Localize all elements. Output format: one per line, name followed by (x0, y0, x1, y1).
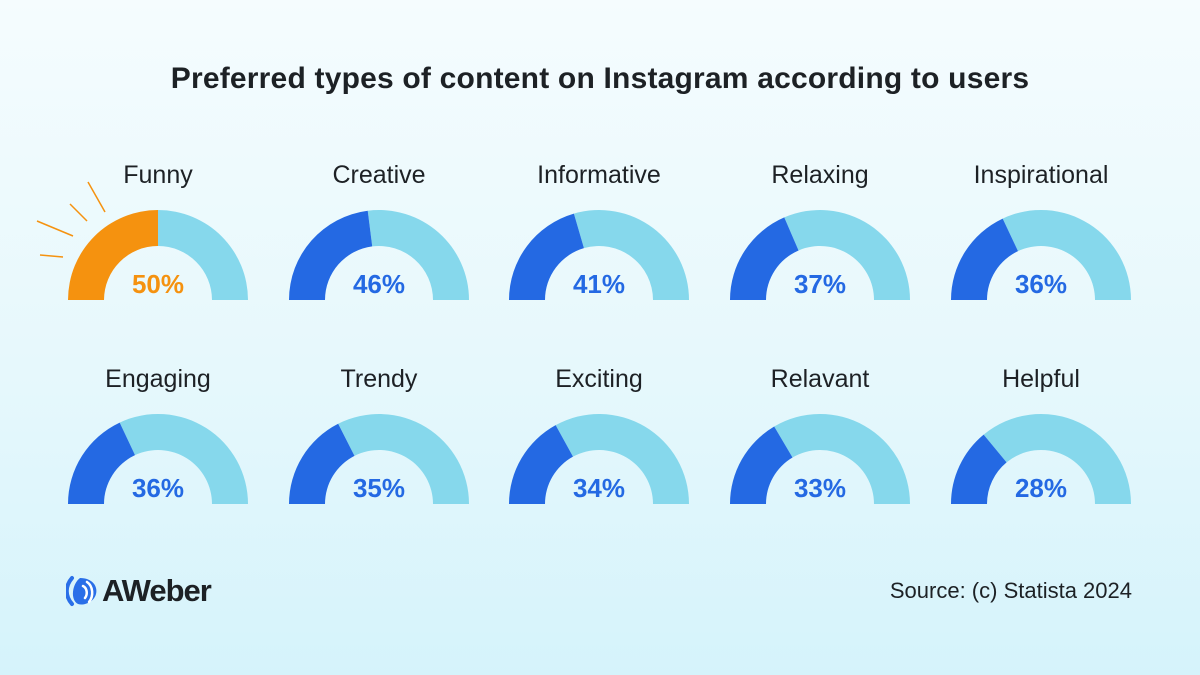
gauge-value-label: 50% (132, 269, 184, 299)
gauge-track (1002, 210, 1131, 300)
highlight-ray (39, 254, 64, 258)
gauge-fill (509, 425, 573, 504)
gauge-value-label: 33% (794, 473, 846, 503)
gauge-track (158, 210, 248, 300)
gauge-value-label: 36% (132, 473, 184, 503)
highlight-ray (87, 181, 106, 213)
gauge-value-label: 37% (794, 269, 846, 299)
gauge-category-label: Funny (123, 161, 193, 189)
aweber-logo: AWeber (66, 573, 212, 609)
gauge-track (573, 210, 689, 300)
gauge-track (338, 414, 469, 504)
gauge-track (774, 413, 910, 504)
gauge-track (367, 209, 469, 300)
gauge-track (784, 210, 910, 300)
gauge-fill (289, 210, 373, 300)
gauge-category-label: Trendy (341, 365, 418, 393)
highlight-ray (69, 203, 88, 222)
logo-text: AWeber (102, 573, 212, 608)
gauge-category-label: Relavant (771, 365, 870, 393)
gauge-value-label: 46% (353, 269, 405, 299)
gauge-category-label: Exciting (555, 365, 643, 393)
chart-title: Preferred types of content on Instagram … (170, 62, 1030, 95)
gauge-fill (68, 422, 136, 504)
gauge-value-label: 35% (353, 473, 405, 503)
gauge-fill (730, 217, 799, 300)
gauge-track (983, 414, 1131, 504)
gauge-fill (730, 426, 793, 504)
gauge-fill (289, 423, 355, 504)
gauge-value-label: 36% (1015, 269, 1067, 299)
highlight-ray (36, 220, 74, 237)
gauge-category-label: Creative (332, 161, 425, 189)
gauge-category-label: Inspirational (974, 161, 1109, 189)
gauge-track (555, 414, 689, 504)
source-note: Source: (c) Statista 2024 (889, 578, 1132, 603)
gauge-fill (509, 213, 584, 300)
gauge-value-label: 34% (573, 473, 625, 503)
gauge-category-label: Helpful (1002, 365, 1080, 393)
gauge-track (119, 413, 248, 504)
gauge-fill (68, 210, 158, 300)
gauge-category-label: Engaging (105, 365, 211, 393)
aweber-logo-icon (66, 576, 97, 606)
gauge-fill (951, 218, 1019, 300)
gauge-value-label: 41% (573, 269, 625, 299)
gauge-fill (951, 434, 1007, 504)
gauge-category-label: Informative (537, 161, 661, 189)
gauge-category-label: Relaxing (771, 161, 868, 189)
gauge-value-label: 28% (1015, 473, 1067, 503)
